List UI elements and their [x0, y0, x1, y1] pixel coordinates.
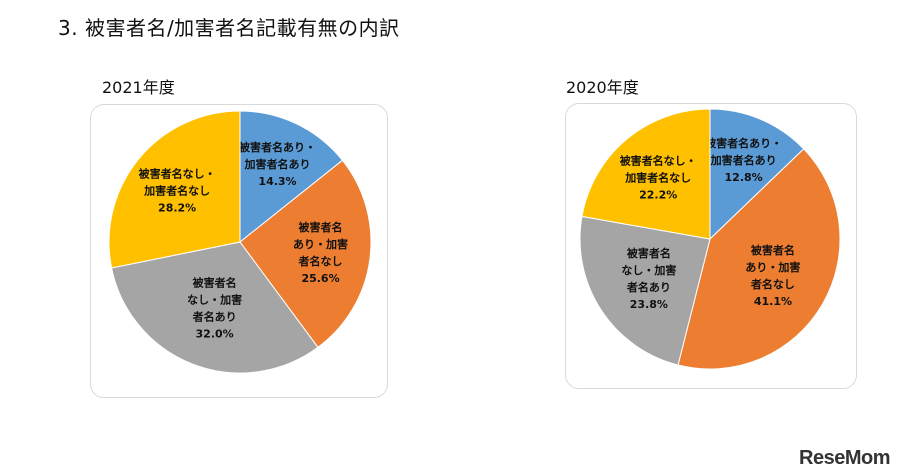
pie-slice-ari-ari [709, 108, 805, 241]
slice-value-label: 25.6% [301, 272, 339, 285]
slice-category-label: 加害者名あり [710, 153, 777, 167]
slice-value-label: 12.8% [725, 171, 763, 184]
slice-category-label: 被害者名 [627, 246, 671, 260]
slice-category-label: あり・加害 [745, 260, 800, 274]
slice-category-label: 被害者名あり・ [705, 136, 782, 150]
resemom-logo: ReseMom [799, 447, 890, 469]
slice-category-label: 者名なし [298, 254, 343, 268]
slice-category-label: 者名なし [750, 277, 795, 291]
slice-category-label: 被害者名なし・ [139, 167, 216, 181]
slice-category-label: 加害者名なし [624, 170, 691, 184]
slice-category-label: なし・加害 [621, 263, 676, 277]
slice-category-label: あり・加害 [293, 237, 348, 251]
slice-label-ari-nashi: 被害者名あり・加害者名なし 41.1% [745, 243, 800, 308]
slice-label-nashi-nashi: 被害者名なし・加害者名なし 28.2% [139, 167, 216, 215]
slice-category-label: 被害者名なし・ [620, 153, 697, 167]
slice-category-label: 加害者名あり [244, 157, 311, 171]
chart-2021-title: 2021年度 [102, 78, 175, 97]
slice-category-label: なし・加害 [187, 293, 242, 307]
slice-category-label: 者名あり [192, 310, 237, 324]
slice-label-nashi-ari: 被害者名なし・加害者名あり 32.0% [187, 276, 242, 341]
pie-slice-nashi-ari [579, 215, 711, 366]
slice-value-label: 14.3% [258, 175, 296, 188]
pie-slice-nashi-nashi [108, 110, 241, 269]
pie-slice-ari-nashi [239, 159, 372, 348]
slice-category-label: 者名あり [626, 280, 671, 294]
slice-label-ari-nashi: 被害者名あり・加害者名なし 25.6% [293, 220, 348, 285]
slice-label-ari-ari: 被害者名あり・加害者名あり 12.8% [705, 136, 782, 184]
slice-category-label: 加害者名なし [143, 184, 210, 198]
page-title: 3. 被害者名/加害者名記載有無の内訳 [58, 16, 400, 40]
slice-label-ari-ari: 被害者名あり・加害者名あり 14.3% [239, 140, 316, 188]
slice-category-label: 被害者名 [751, 243, 795, 257]
pie-slice-ari-nashi [677, 148, 841, 370]
pie-chart-2020: 被害者名あり・加害者名あり 12.8%被害者名あり・加害者名なし 41.1%被害者名… [579, 108, 841, 370]
slice-value-label: 32.0% [196, 328, 234, 341]
slice-value-label: 28.2% [158, 202, 196, 215]
slice-label-nashi-ari: 被害者名なし・加害者名あり 23.8% [621, 246, 676, 311]
slice-value-label: 23.8% [630, 298, 668, 311]
chart-2020-title: 2020年度 [566, 78, 639, 97]
pie-slice-ari-ari [239, 110, 344, 244]
slice-value-label: 41.1% [754, 295, 792, 308]
slice-value-label: 22.2% [639, 188, 677, 201]
pie-slice-nashi-nashi [581, 108, 711, 240]
pie-chart-2021: 被害者名あり・加害者名あり 14.3%被害者名あり・加害者名なし 25.6%被害者名… [108, 110, 372, 374]
slice-category-label: 被害者名あり・ [239, 140, 316, 154]
slice-category-label: 被害者名 [299, 220, 343, 234]
pie-slice-nashi-ari [111, 241, 319, 374]
slice-category-label: 被害者名 [193, 276, 237, 290]
slice-label-nashi-nashi: 被害者名なし・加害者名なし 22.2% [620, 153, 697, 201]
